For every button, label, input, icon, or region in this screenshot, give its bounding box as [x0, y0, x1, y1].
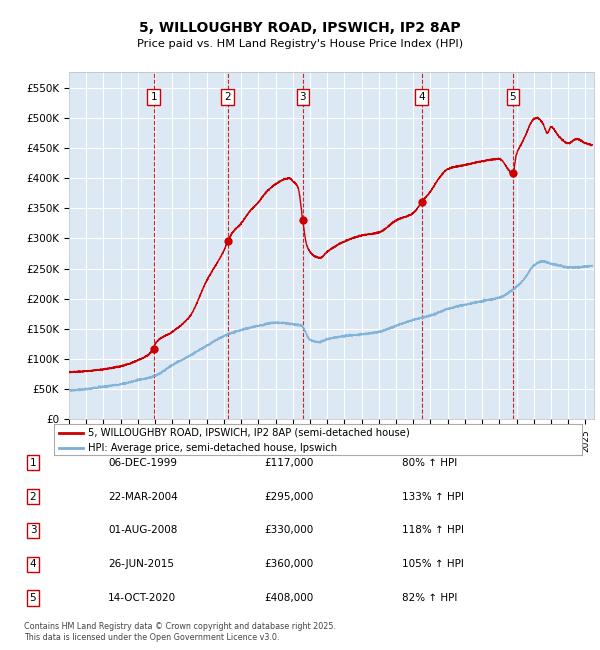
Text: 01-AUG-2008: 01-AUG-2008	[108, 525, 178, 536]
Text: 82% ↑ HPI: 82% ↑ HPI	[402, 593, 457, 603]
Text: £295,000: £295,000	[264, 491, 313, 502]
Text: 5, WILLOUGHBY ROAD, IPSWICH, IP2 8AP (semi-detached house): 5, WILLOUGHBY ROAD, IPSWICH, IP2 8AP (se…	[88, 428, 410, 437]
Text: 2: 2	[224, 92, 231, 102]
Text: 5, WILLOUGHBY ROAD, IPSWICH, IP2 8AP: 5, WILLOUGHBY ROAD, IPSWICH, IP2 8AP	[139, 21, 461, 35]
Text: 118% ↑ HPI: 118% ↑ HPI	[402, 525, 464, 536]
Text: 3: 3	[299, 92, 306, 102]
Text: Price paid vs. HM Land Registry's House Price Index (HPI): Price paid vs. HM Land Registry's House …	[137, 39, 463, 49]
Text: £117,000: £117,000	[264, 458, 313, 468]
Text: £360,000: £360,000	[264, 559, 313, 569]
Text: 80% ↑ HPI: 80% ↑ HPI	[402, 458, 457, 468]
Text: 5: 5	[29, 593, 37, 603]
Text: Contains HM Land Registry data © Crown copyright and database right 2025.
This d: Contains HM Land Registry data © Crown c…	[24, 622, 336, 642]
Text: 3: 3	[29, 525, 37, 536]
Text: £408,000: £408,000	[264, 593, 313, 603]
Text: HPI: Average price, semi-detached house, Ipswich: HPI: Average price, semi-detached house,…	[88, 443, 337, 453]
Text: 5: 5	[509, 92, 516, 102]
Text: 1: 1	[29, 458, 37, 468]
Text: 2: 2	[29, 491, 37, 502]
Text: 06-DEC-1999: 06-DEC-1999	[108, 458, 177, 468]
Text: 14-OCT-2020: 14-OCT-2020	[108, 593, 176, 603]
Text: 4: 4	[418, 92, 425, 102]
Text: 133% ↑ HPI: 133% ↑ HPI	[402, 491, 464, 502]
Text: 22-MAR-2004: 22-MAR-2004	[108, 491, 178, 502]
Text: 4: 4	[29, 559, 37, 569]
Text: 1: 1	[151, 92, 157, 102]
Text: £330,000: £330,000	[264, 525, 313, 536]
Text: 105% ↑ HPI: 105% ↑ HPI	[402, 559, 464, 569]
Text: 26-JUN-2015: 26-JUN-2015	[108, 559, 174, 569]
